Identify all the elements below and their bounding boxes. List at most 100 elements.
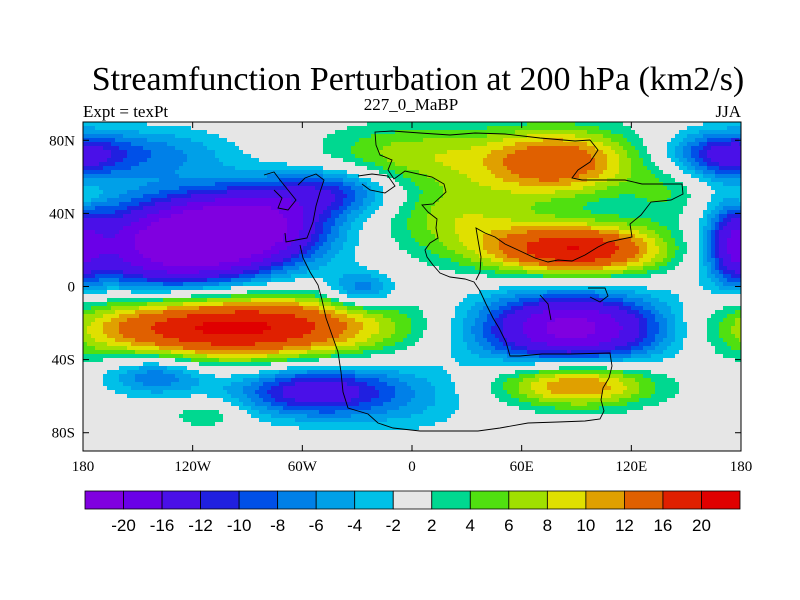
heatmap-cell (151, 250, 156, 255)
heatmap-cell (99, 390, 104, 395)
heatmap-cell (171, 446, 176, 451)
heatmap-cell (251, 182, 256, 187)
heatmap-cell (187, 154, 192, 159)
heatmap-cell (187, 178, 192, 183)
heatmap-cell (191, 254, 196, 259)
heatmap-cell (207, 162, 212, 167)
heatmap-cell (127, 406, 132, 411)
heatmap-cell (303, 354, 308, 359)
heatmap-cell (123, 398, 128, 403)
heatmap-cell (175, 398, 180, 403)
heatmap-cell (227, 330, 232, 335)
heatmap-cell (207, 210, 212, 215)
heatmap-cell (287, 202, 292, 207)
heatmap-cell (223, 226, 228, 231)
heatmap-cell (275, 254, 280, 259)
heatmap-cell (223, 314, 228, 319)
heatmap-cell (87, 418, 92, 423)
heatmap-cell (139, 282, 144, 287)
heatmap-cell (123, 410, 128, 415)
heatmap-cell (311, 238, 316, 243)
heatmap-cell (219, 386, 224, 391)
heatmap-cell (107, 374, 112, 379)
heatmap-cell (315, 270, 320, 275)
heatmap-cell (87, 266, 92, 271)
heatmap-cell (175, 274, 180, 279)
heatmap-cell (263, 206, 268, 211)
heatmap-cell (183, 390, 188, 395)
heatmap-cell (131, 326, 136, 331)
heatmap-cell (171, 130, 176, 135)
heatmap-cell (111, 394, 116, 399)
heatmap-cell (307, 446, 312, 451)
heatmap-cell (319, 178, 324, 183)
heatmap-cell (175, 254, 180, 259)
heatmap-cell (279, 214, 284, 219)
heatmap-cell (147, 146, 152, 151)
heatmap-cell (271, 142, 276, 147)
heatmap-cell (115, 162, 120, 167)
heatmap-cell (95, 426, 100, 431)
heatmap-cell (151, 234, 156, 239)
heatmap-cell (103, 130, 108, 135)
heatmap-cell (195, 422, 200, 427)
heatmap-cell (263, 162, 268, 167)
heatmap-cell (279, 154, 284, 159)
heatmap-cell (95, 290, 100, 295)
heatmap-cell (167, 250, 172, 255)
heatmap-cell (127, 134, 132, 139)
heatmap-cell (103, 134, 108, 139)
heatmap-cell (103, 146, 108, 151)
heatmap-cell (83, 218, 88, 223)
heatmap-cell (191, 414, 196, 419)
heatmap-cell (263, 194, 268, 199)
heatmap-cell (123, 342, 128, 347)
heatmap-cell (155, 334, 160, 339)
heatmap-cell (271, 418, 276, 423)
heatmap-cell (319, 442, 324, 447)
heatmap-cell (167, 358, 172, 363)
heatmap-cell (303, 394, 308, 399)
heatmap-cell (139, 350, 144, 355)
heatmap-cell (247, 198, 252, 203)
heatmap-cell (223, 358, 228, 363)
heatmap-cell (187, 418, 192, 423)
heatmap-cell (191, 158, 196, 163)
heatmap-cell (259, 222, 264, 227)
heatmap-cell (263, 154, 268, 159)
heatmap-cell (303, 406, 308, 411)
heatmap-cell (295, 266, 300, 271)
heatmap-cell (103, 154, 108, 159)
heatmap-cell (151, 386, 156, 391)
heatmap-cell (223, 142, 228, 147)
heatmap-cell (191, 342, 196, 347)
heatmap-cell (203, 406, 208, 411)
heatmap-cell (111, 258, 116, 263)
heatmap-cell (183, 370, 188, 375)
heatmap-cell (95, 302, 100, 307)
heatmap-cell (235, 374, 240, 379)
heatmap-cell (307, 294, 312, 299)
heatmap-cell (251, 202, 256, 207)
heatmap-cell (299, 270, 304, 275)
heatmap-cell (307, 278, 312, 283)
heatmap-cell (155, 194, 160, 199)
heatmap-cell (247, 442, 252, 447)
heatmap-cell (207, 234, 212, 239)
heatmap-cell (191, 150, 196, 155)
heatmap-cell (295, 226, 300, 231)
heatmap-cell (183, 126, 188, 131)
heatmap-cell (311, 226, 316, 231)
heatmap-cell (251, 354, 256, 359)
heatmap-cell (103, 174, 108, 179)
heatmap-cell (263, 430, 268, 435)
heatmap-cell (211, 122, 216, 127)
heatmap-cell (239, 206, 244, 211)
heatmap-cell (203, 214, 208, 219)
heatmap-cell (167, 182, 172, 187)
heatmap-cell (275, 374, 280, 379)
heatmap-cell (127, 130, 132, 135)
heatmap-cell (287, 122, 292, 127)
heatmap-cell (187, 382, 192, 387)
heatmap-cell (183, 162, 188, 167)
